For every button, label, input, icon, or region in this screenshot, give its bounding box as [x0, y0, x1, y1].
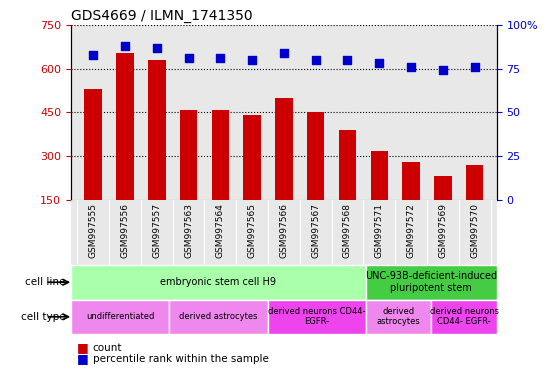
Point [184, 55, 193, 61]
Text: GSM997567: GSM997567 [311, 203, 320, 258]
Text: GSM997555: GSM997555 [89, 203, 98, 258]
Text: GSM997557: GSM997557 [152, 203, 161, 258]
Text: UNC-93B-deficient-induced
pluripotent stem: UNC-93B-deficient-induced pluripotent st… [365, 271, 497, 293]
Bar [307, 112, 324, 243]
Text: GDS4669 / ILMN_1741350: GDS4669 / ILMN_1741350 [71, 8, 253, 23]
Bar [434, 176, 452, 243]
Text: cell line: cell line [25, 277, 66, 287]
Text: GSM997569: GSM997569 [438, 203, 447, 258]
Text: GSM997571: GSM997571 [375, 203, 384, 258]
Text: GSM997572: GSM997572 [407, 203, 416, 258]
Bar [148, 60, 165, 243]
Point [216, 55, 225, 61]
Text: GSM997568: GSM997568 [343, 203, 352, 258]
Point [89, 51, 98, 58]
Text: GSM997564: GSM997564 [216, 203, 225, 258]
Bar [116, 53, 134, 243]
Point [470, 64, 479, 70]
Text: GSM997563: GSM997563 [184, 203, 193, 258]
Bar [180, 110, 197, 243]
Bar [212, 110, 229, 243]
Bar [85, 89, 102, 243]
Text: count: count [93, 343, 122, 353]
Bar [366, 265, 497, 300]
Bar [71, 300, 169, 334]
Point [248, 57, 257, 63]
Point [375, 60, 384, 66]
Point [121, 43, 129, 49]
Text: ■: ■ [76, 353, 88, 366]
Text: GSM997566: GSM997566 [280, 203, 288, 258]
Text: undifferentiated: undifferentiated [86, 312, 155, 321]
Point [343, 57, 352, 63]
Bar [169, 300, 268, 334]
Text: derived neurons
CD44- EGFR-: derived neurons CD44- EGFR- [430, 307, 498, 326]
Point [407, 64, 416, 70]
Point [152, 45, 161, 51]
Bar [339, 131, 356, 243]
Bar [268, 300, 366, 334]
Text: GSM997556: GSM997556 [121, 203, 129, 258]
Text: embryonic stem cell H9: embryonic stem cell H9 [161, 277, 276, 287]
Bar [244, 115, 261, 243]
Text: derived neurons CD44-
EGFR-: derived neurons CD44- EGFR- [268, 307, 365, 326]
Text: GSM997570: GSM997570 [470, 203, 479, 258]
Bar [466, 166, 483, 243]
Point [438, 67, 447, 73]
Bar [402, 162, 420, 243]
Bar [431, 300, 497, 334]
Text: ■: ■ [76, 341, 88, 354]
Text: cell type: cell type [21, 312, 66, 322]
Text: percentile rank within the sample: percentile rank within the sample [93, 354, 269, 364]
Bar [366, 300, 431, 334]
Point [311, 57, 320, 63]
Bar [275, 98, 293, 243]
Text: GSM997565: GSM997565 [248, 203, 257, 258]
Text: derived
astrocytes: derived astrocytes [377, 307, 420, 326]
Text: derived astrocytes: derived astrocytes [179, 312, 258, 321]
Point [280, 50, 288, 56]
Bar [371, 151, 388, 243]
Bar [71, 265, 366, 300]
